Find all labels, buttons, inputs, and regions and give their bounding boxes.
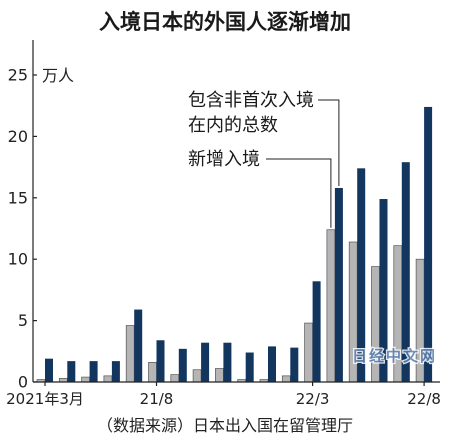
y-tick-label-0: 0 — [18, 373, 28, 392]
bar-total-entries-2021-08 — [156, 340, 165, 382]
y-axis-ticks: 0 5 10 15 20 25 — [8, 66, 37, 392]
bar-new-entries-2021-11 — [215, 368, 224, 383]
watermark-logo-text: 日经中文网 — [352, 347, 437, 365]
leader-line-total — [318, 99, 340, 186]
x-tick-label-2022-08: 22/8 — [407, 390, 441, 408]
y-tick-label-25: 25 — [8, 66, 28, 85]
bar-total-entries-2022-04 — [334, 187, 343, 382]
bar-total-entries-2021-06 — [111, 361, 120, 382]
leader-line-new-entries — [266, 158, 332, 228]
annotation-total-line-1: 包含非首次入境 — [188, 90, 314, 111]
bar-new-entries-2022-04 — [326, 229, 336, 383]
bar-total-entries-2021-11 — [223, 342, 232, 382]
bar-new-entries-2022-02 — [281, 375, 291, 383]
bar-new-entries-2021-09 — [170, 374, 180, 383]
bar-total-entries-2021-07 — [134, 309, 143, 382]
bar-series-group — [36, 106, 433, 383]
bar-total-entries-2022-08 — [424, 106, 433, 383]
bar-total-entries-2022-05 — [357, 168, 366, 382]
y-tick-label-10: 10 — [8, 250, 28, 269]
annotation-leader-lines — [266, 99, 340, 228]
source-note: （数据来源）日本出入国在留管理厅 — [97, 416, 353, 435]
bar-total-entries-2022-07 — [401, 162, 410, 382]
annotation-total-label: 包含非首次入境在内的总数 — [188, 90, 314, 136]
bar-total-entries-2021-12 — [245, 352, 254, 382]
x-axis-ticks: 2021年3月 21/8 22/3 22/8 — [6, 382, 441, 408]
x-tick-label-2021-08: 21/8 — [140, 390, 174, 408]
bar-total-entries-2021-04 — [67, 361, 76, 382]
bar-new-entries-2021-07 — [125, 325, 135, 383]
x-tick-label-2021-03: 2021年3月 — [6, 390, 84, 408]
bar-new-entries-2022-03 — [304, 322, 313, 383]
bar-new-entries-2021-06 — [103, 375, 113, 383]
y-tick-label-5: 5 — [18, 311, 28, 330]
x-tick-label-2022-03: 22/3 — [296, 390, 330, 408]
bar-total-entries-2022-01 — [268, 346, 276, 382]
bar-total-entries-2021-05 — [89, 361, 98, 382]
bar-total-entries-2022-06 — [379, 199, 388, 382]
bar-new-entries-2021-10 — [192, 369, 202, 383]
y-tick-label-20: 20 — [8, 127, 28, 146]
bar-total-entries-2022-03 — [312, 281, 321, 382]
annotation-new-entries-label: 新增入境 — [188, 149, 260, 170]
annotation-total-line-2: 在内的总数 — [188, 115, 278, 136]
y-tick-label-15: 15 — [8, 188, 28, 207]
chart-title: 入境日本的外国人逐渐增加 — [99, 10, 351, 34]
bar-total-entries-2022-02 — [290, 347, 299, 382]
y-axis-unit-label: 万人 — [42, 66, 74, 85]
bar-total-entries-2021-10 — [201, 342, 210, 382]
bar-total-entries-2021-09 — [178, 348, 187, 382]
bar-new-entries-2021-08 — [148, 362, 157, 383]
bar-total-entries-2021-03 — [45, 358, 53, 382]
bar-new-entries-2021-05 — [81, 376, 90, 383]
